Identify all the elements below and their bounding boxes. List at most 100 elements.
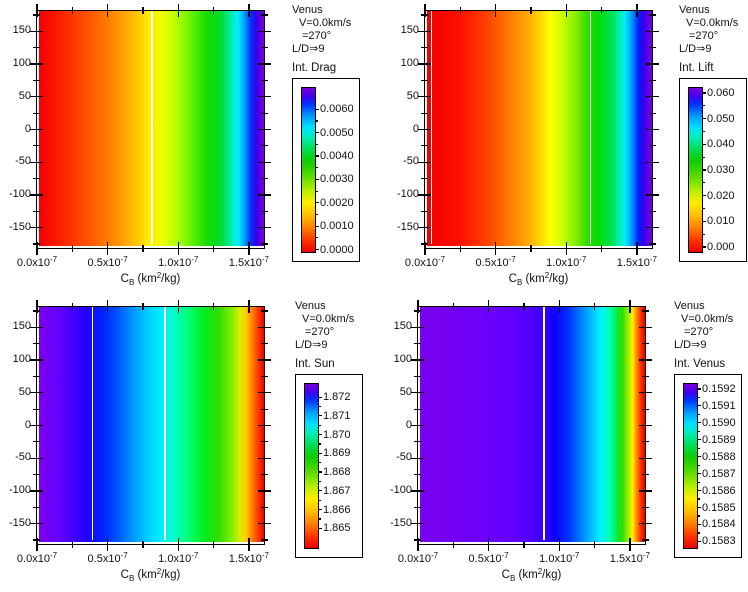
x-minor-tick (459, 245, 461, 252)
colorbar-minor-tick (697, 447, 700, 449)
y-tick-mark (258, 392, 271, 394)
x-tick-mark (248, 538, 250, 551)
colorbar-tick-mark (702, 195, 706, 197)
x-tick-mark (417, 300, 419, 313)
y-tick-label: 50 (18, 89, 31, 102)
colorbar-tick-label: 0.1584 (702, 518, 736, 531)
colorbar-minor-tick (697, 481, 700, 483)
y-tick-label: 150 (393, 320, 412, 333)
colorbar-gradient (304, 383, 319, 549)
x-tick-label: 1.0x10-7 (158, 551, 199, 565)
legend-line: =270° (684, 326, 714, 338)
y-tick-mark (30, 128, 43, 131)
x-tick-label: 1.0x10-7 (539, 551, 580, 565)
y-tick-mark (258, 128, 271, 131)
y-tick-label: 100 (393, 353, 412, 366)
y-tick-label: -100 (389, 483, 412, 496)
x-minor-tick (142, 7, 144, 14)
contour-line (164, 307, 166, 540)
y-tick-mark (639, 523, 652, 525)
x-tick-mark (36, 538, 38, 551)
legend-line: =270° (689, 30, 719, 42)
heatmap-fill (39, 11, 264, 246)
y-minor-tick (261, 14, 268, 16)
colorbar-tick-label: 0.000 (707, 241, 735, 254)
legend-line: V=0.0km/s (302, 313, 355, 325)
y-tick-mark (258, 63, 271, 65)
y-tick-mark (30, 96, 43, 98)
x-tick-mark (558, 300, 560, 313)
x-tick-mark (177, 4, 179, 17)
colorbar-tick-label: 0.1587 (702, 467, 736, 480)
colorbar-tick-label: 0.050 (707, 112, 735, 125)
legend-line: V=0.0km/s (299, 17, 352, 29)
colorbar-tick-label: 0.030 (707, 164, 735, 176)
x-minor-tick (212, 7, 215, 14)
colorbar-tick-label: 0.1585 (702, 501, 736, 514)
x-minor-tick (212, 303, 215, 310)
colorbar-tick-label: 0.1592 (702, 382, 736, 395)
x-minor-tick (71, 541, 73, 548)
colorbar-tick-mark (315, 248, 319, 251)
y-minor-tick (261, 408, 268, 410)
x-tick-mark (424, 4, 426, 17)
colorbar-tick-mark (315, 132, 319, 134)
x-minor-tick (530, 245, 532, 252)
y-tick-mark (258, 490, 271, 492)
y-minor-tick (261, 112, 268, 114)
y-tick-label: -150 (389, 516, 412, 529)
y-minor-tick (642, 375, 649, 377)
colorbar-tick-mark (318, 527, 322, 529)
y-tick-mark (646, 194, 659, 196)
y-minor-tick (414, 408, 421, 410)
y-minor-tick (33, 375, 40, 377)
contour-line (430, 11, 433, 244)
y-tick-label: 0 (412, 122, 419, 135)
contour-line (150, 11, 153, 244)
y-tick-mark (646, 227, 659, 229)
y-minor-tick (642, 408, 649, 410)
x-minor-tick (452, 303, 454, 310)
colorbar-tick-mark (702, 92, 706, 94)
x-tick-label: 0.0x10-7 (404, 255, 446, 269)
y-tick-mark (30, 359, 43, 361)
colorbar-minor-tick (702, 233, 705, 235)
colorbar-minor-tick (315, 237, 318, 239)
y-minor-tick (414, 441, 421, 443)
colorbar-minor-tick (315, 120, 318, 122)
y-tick-mark (411, 359, 424, 361)
y-minor-tick (642, 539, 649, 541)
colorbar-tick-label: 1.872 (323, 391, 351, 404)
x-tick-label: 0.5x10-7 (468, 551, 509, 565)
colorbar-minor-tick (318, 480, 321, 483)
panel-int-venus: Venus V=0.0km/s =270° L/D⇒9 Int. Venus 0… (374, 296, 748, 592)
colorbar-tick-label: 0.0010 (320, 220, 354, 233)
y-minor-tick (649, 79, 656, 81)
legend-line: =270° (302, 30, 332, 42)
x-tick-mark (248, 300, 250, 313)
y-tick-label: -100 (396, 187, 419, 200)
legend-line: =270° (305, 326, 335, 338)
y-minor-tick (649, 210, 656, 212)
colorbar-tick-mark (697, 523, 701, 526)
y-minor-tick (261, 375, 268, 377)
y-tick-label: -50 (15, 155, 31, 168)
y-minor-tick (33, 145, 40, 147)
y-minor-tick (261, 343, 268, 345)
y-tick-label: -100 (8, 187, 31, 200)
colorbar-minor-tick (702, 130, 705, 133)
colorbar-tick-mark (697, 405, 701, 407)
colorbar-title: Int. Sun (295, 358, 335, 370)
colorbar-minor-tick (697, 515, 700, 517)
heatmap-plot (418, 4, 659, 255)
colorbar-minor-tick (318, 443, 321, 445)
colorbar-tick-mark (697, 473, 701, 475)
x-tick-mark (248, 242, 250, 255)
x-tick-mark (36, 300, 38, 313)
x-tick-mark (36, 4, 38, 17)
colorbar-tick-mark (315, 108, 319, 110)
colorbar-minor-tick (702, 156, 705, 158)
contour-line (543, 307, 546, 540)
y-minor-tick (261, 79, 268, 81)
x-tick-label: 1.0x10-7 (546, 255, 587, 269)
